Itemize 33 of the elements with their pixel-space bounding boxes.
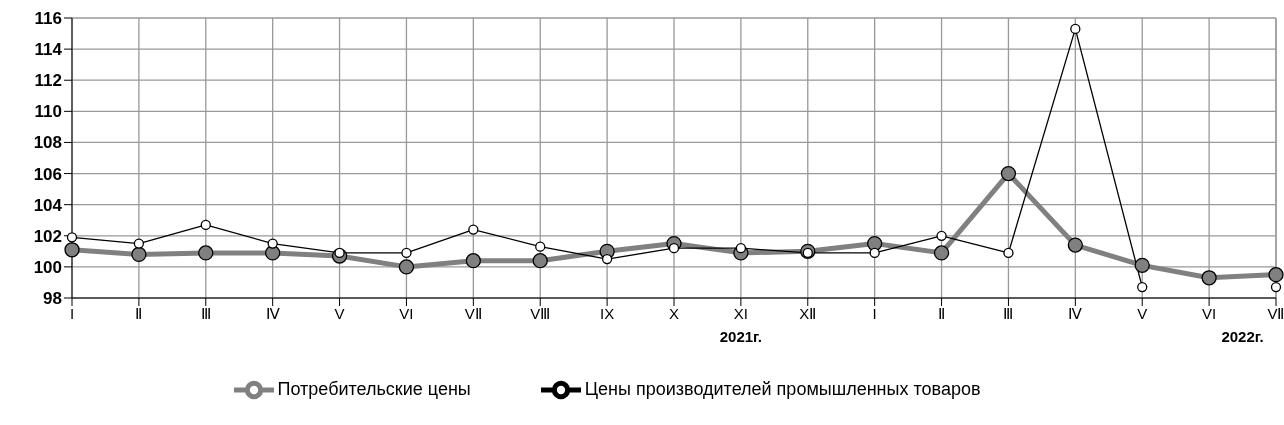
x-tick-label: XI [733,304,748,322]
x-tick-label: I [872,304,877,322]
text: 2021г. [718,328,763,345]
x-tick-label: VⅡ [1267,304,1284,322]
x-tick-label: Ⅳ [1068,304,1083,322]
x-tick-label: XⅡ [799,304,817,322]
x-tick-label: X [668,304,680,322]
text: 2022г. [1220,328,1265,345]
y-tick-label: 100 [33,257,62,277]
y-tick-label: 112 [34,71,62,91]
legend-label: Потребительские цены [277,378,471,399]
y-tick-label: 108 [33,133,62,153]
x-tick-label: VⅢ [530,304,551,322]
y-tick-label: 114 [34,40,63,60]
y-tick-label: 116 [34,9,62,29]
y-tick-label: 104 [33,195,63,215]
y-tick-label: 98 [43,289,62,309]
legend-label: Цены производителей промышленных товаров [584,378,981,399]
y-tick-label: 106 [33,164,62,184]
x-tick-label: V [1137,304,1148,322]
x-tick-label: IX [600,304,615,322]
x-tick-label: VI [399,304,414,322]
x-tick-label: VI [1202,304,1217,322]
x-tick-label: I [69,304,75,322]
x-tick-label: VⅡ [464,304,482,322]
x-tick-label: Ⅱ [938,304,946,322]
x-tick-label: Ⅳ [265,304,280,322]
x-tick-label: Ⅲ [1003,304,1014,322]
y-tick-label: 110 [34,102,62,122]
x-tick-label: Ⅱ [135,304,143,322]
x-tick-label: V [334,304,345,322]
y-tick-label: 102 [33,226,62,246]
x-tick-label: Ⅲ [200,304,211,322]
